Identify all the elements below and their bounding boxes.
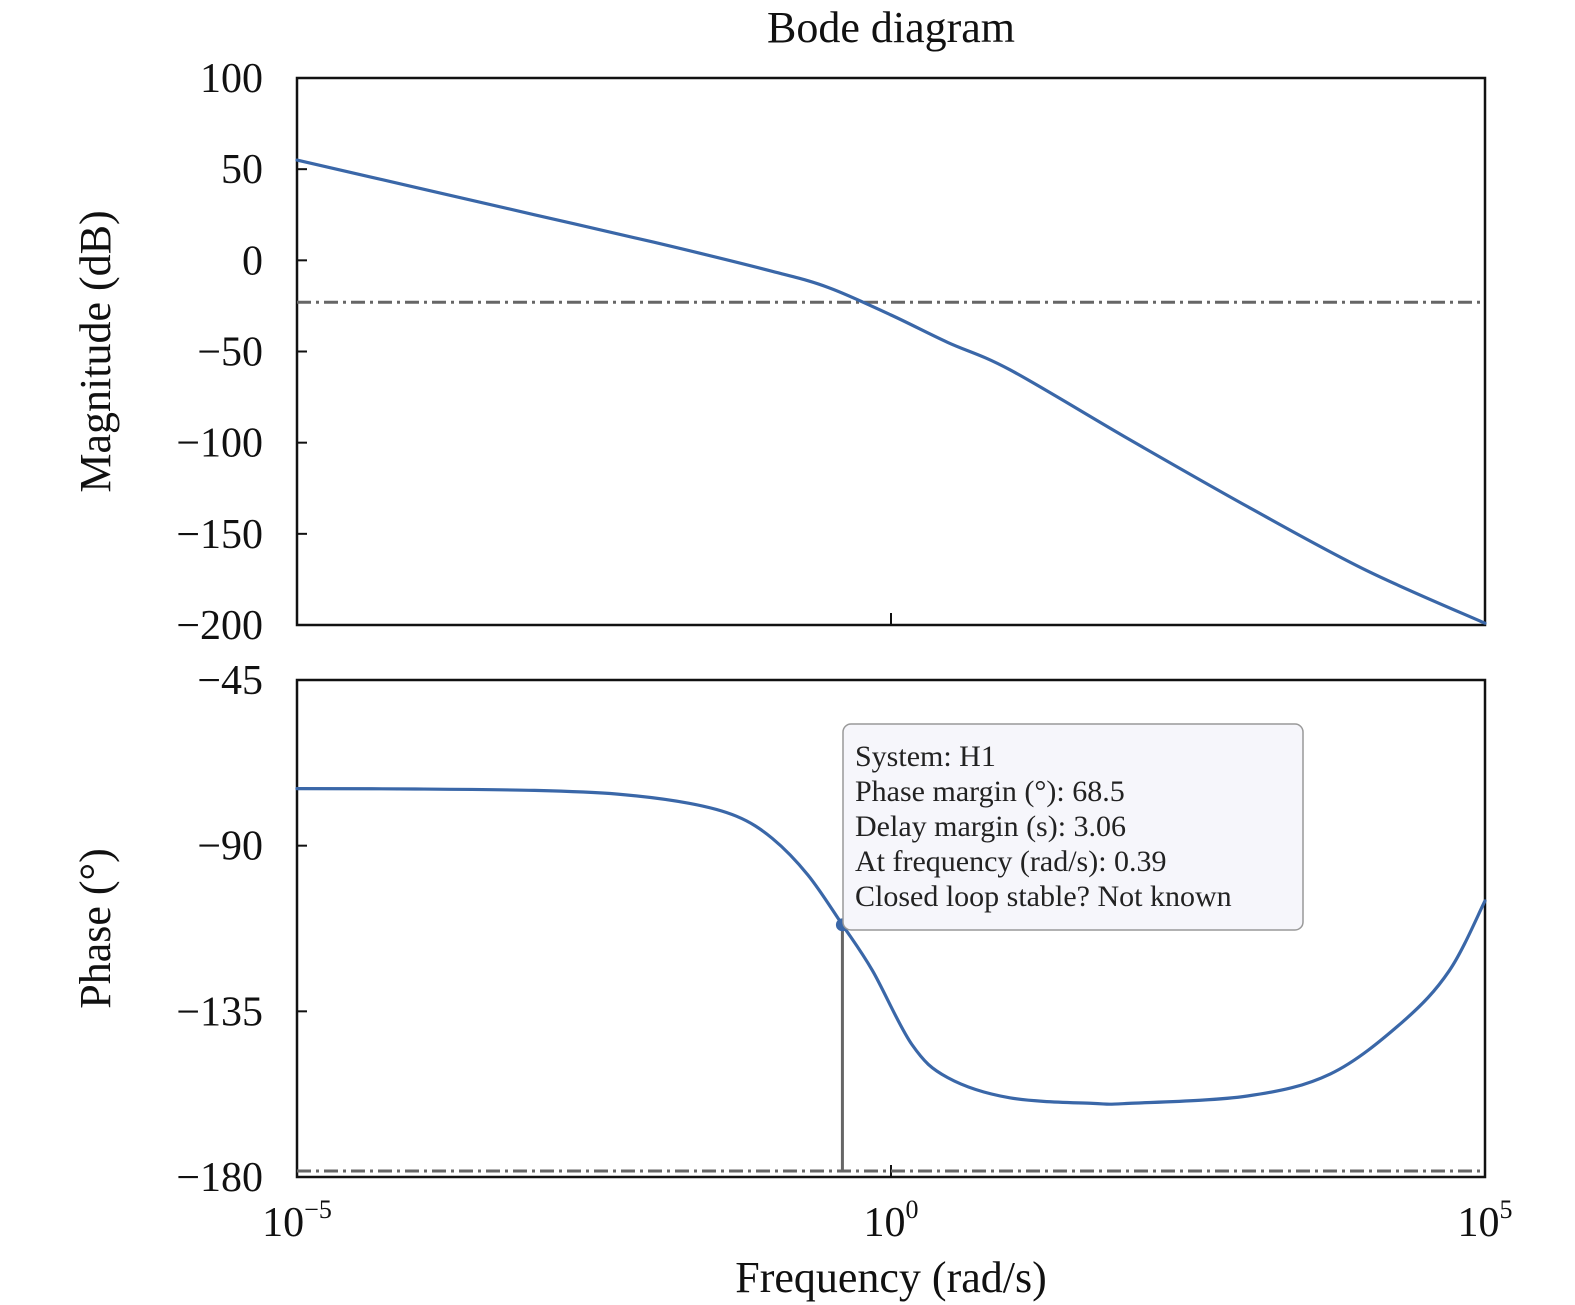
phase-xtick-label: 10−5 (262, 1195, 332, 1246)
data-tip-line: At frequency (rad/s): 0.39 (855, 845, 1167, 878)
phase-ytick-label: −90 (197, 824, 263, 870)
chart-title: Bode diagram (767, 3, 1015, 52)
phase-series-line (295, 787, 1487, 1106)
magnitude-ytick-label: 0 (242, 238, 263, 284)
data-tip-line: Delay margin (s): 3.06 (855, 810, 1126, 843)
magnitude-ytick-label: −100 (176, 421, 263, 467)
phase-ytick-label: −135 (176, 989, 263, 1035)
magnitude-panel: 100 50 0 −50 −100 −150 −200 Magnitude (dB) (71, 56, 1487, 649)
phase-ytick-label: −180 (176, 1155, 263, 1201)
data-tip-line: Closed loop stable? Not known (855, 880, 1232, 913)
magnitude-ytick-label: −150 (176, 512, 263, 558)
phase-xtick-label: 105 (1458, 1195, 1513, 1246)
data-tip-box (842, 723, 1304, 931)
magnitude-ytick-label: 100 (200, 56, 263, 102)
magnitude-ytick-label: 50 (221, 147, 263, 193)
magnitude-ytick-label: −50 (197, 330, 263, 376)
phase-ytick-label: −45 (197, 658, 263, 704)
phase-xlabel: Frequency (rad/s) (735, 1253, 1047, 1302)
magnitude-ytick-label: −200 (176, 603, 263, 649)
magnitude-axes-frame (295, 76, 1487, 627)
magnitude-ylabel: Magnitude (dB) (71, 210, 120, 492)
magnitude-series-line (295, 158, 1487, 625)
data-tip-line: Phase margin (°): 68.5 (855, 775, 1125, 808)
phase-xtick-label: 100 (864, 1195, 919, 1246)
data-tip-line: System: H1 (855, 740, 996, 773)
phase-ylabel: Phase (°) (71, 848, 120, 1009)
